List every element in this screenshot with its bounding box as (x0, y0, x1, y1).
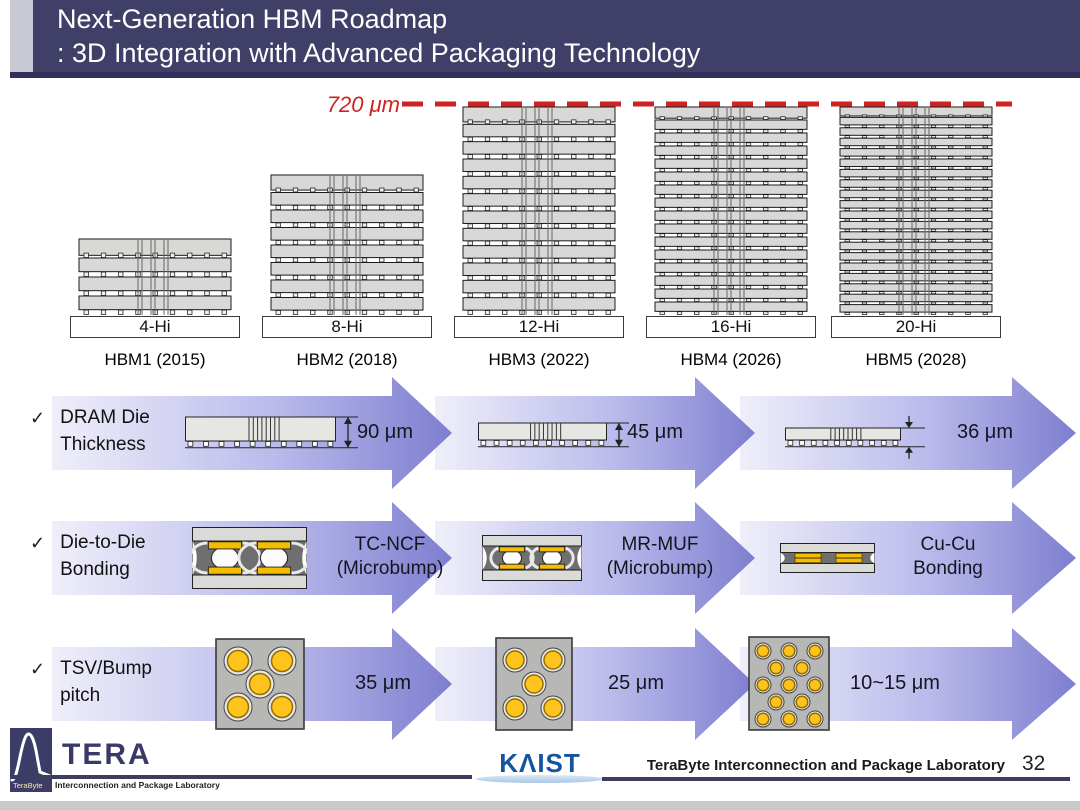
generation-label-hbm2: HBM2 (2018) (296, 350, 398, 369)
generation-label-hbm5: HBM5 (2028) (865, 350, 967, 369)
bonding-value: TC-NCF (Microbump) (336, 534, 444, 579)
tera-wordmark: TERA (62, 738, 152, 771)
row-dram-die-thickness: ✓ DRAM Die Thickness 90 μm 45 μm 36 μm (0, 374, 1080, 496)
thickness-value: 36 μm (957, 421, 1013, 443)
stack-base-20hi: 20-Hi (831, 316, 1001, 338)
bump-grid-diagram (215, 638, 305, 730)
page-number: 32 (1022, 752, 1046, 775)
slide-title-line2: : 3D Integration with Advanced Packaging… (57, 38, 701, 68)
stack-base-4hi: 4-Hi (70, 316, 240, 338)
slide-footer: TeraByte TERA Interconnection and Packag… (0, 720, 1080, 810)
hbm-stack-4-Hi (78, 238, 232, 315)
hbm-stacks-figure: 720 μm 4-Hi 8-Hi 12-Hi 16-Hi 20-Hi HBM1 … (0, 88, 1080, 378)
kaist-logo: KΛIST (499, 748, 581, 778)
generation-label-hbm4: HBM4 (2026) (680, 350, 782, 369)
bonding-value: Cu-Cu Bonding (913, 534, 983, 579)
checkmark-icon: ✓ (30, 533, 46, 553)
lab-name: TeraByte Interconnection and Package Lab… (646, 757, 1005, 774)
bump-grid-diagram (495, 637, 573, 731)
checkmark-icon: ✓ (30, 408, 46, 428)
stack-base-8hi: 8-Hi (262, 316, 432, 338)
die-cross-section-diagram (478, 422, 629, 448)
thickness-value: 45 μm (627, 421, 683, 443)
slide-header: Next-Generation HBM Roadmap : 3D Integra… (33, 0, 1080, 72)
row-label-die-to-die-bonding: ✓ Die-to-Die Bonding (30, 529, 146, 583)
footer-rule-right (602, 777, 1070, 781)
hbm-stack-20-Hi (839, 106, 993, 315)
hbm-stack-16-Hi (654, 106, 808, 315)
bump-grid-diagram (748, 636, 830, 731)
hbm-stacks-svg (78, 101, 1012, 315)
tera-logo-subtitle: Interconnection and Package Laboratory (55, 780, 220, 790)
generation-label-hbm1: HBM1 (2015) (104, 350, 206, 369)
checkmark-icon: ✓ (30, 659, 46, 679)
microbump-joint-diagram (192, 527, 307, 589)
row-label-tsv-bump-pitch: ✓ TSV/Bump pitch (30, 655, 152, 709)
pitch-value: 10~15 μm (850, 672, 940, 694)
pitch-value: 35 μm (355, 672, 411, 694)
tera-logo-curve-icon (10, 732, 52, 782)
die-cross-section-diagram (185, 416, 358, 449)
hbm-stack-8-Hi (270, 174, 424, 315)
stack-base-16hi: 16-Hi (646, 316, 816, 338)
cu-cu-bond-diagram (780, 543, 875, 573)
header-accent-bar (10, 0, 33, 72)
thickness-value: 90 μm (357, 421, 413, 443)
row-tsv-bump-pitch: ✓ TSV/Bump pitch 35 μm 25 μm 10~15 μm (0, 621, 1080, 747)
generation-label-hbm3: HBM3 (2022) (488, 350, 590, 369)
height-limit-label: 720 μm (326, 92, 400, 117)
footer-rule-left (10, 775, 472, 779)
die-cross-section-diagram (785, 416, 925, 459)
row-label-dram-die-thickness: ✓ DRAM Die Thickness (30, 404, 150, 458)
tera-logo: TeraByte (10, 728, 52, 792)
tera-logo-inside-text: TeraByte (13, 781, 43, 790)
slide-bottom-edge (0, 801, 1080, 810)
header-underline (10, 72, 1080, 78)
pitch-value: 25 μm (608, 672, 664, 694)
microbump-joint-diagram (482, 535, 582, 581)
row-die-to-die-bonding: ✓ Die-to-Die Bonding TC-NCF (Microbump) … (0, 497, 1080, 621)
kaist-logo-swoosh (476, 775, 604, 783)
stack-base-12hi: 12-Hi (454, 316, 624, 338)
bonding-value: MR-MUF (Microbump) (606, 534, 714, 579)
hbm-stack-12-Hi (462, 106, 616, 315)
slide-title-line1: Next-Generation HBM Roadmap (57, 4, 448, 34)
